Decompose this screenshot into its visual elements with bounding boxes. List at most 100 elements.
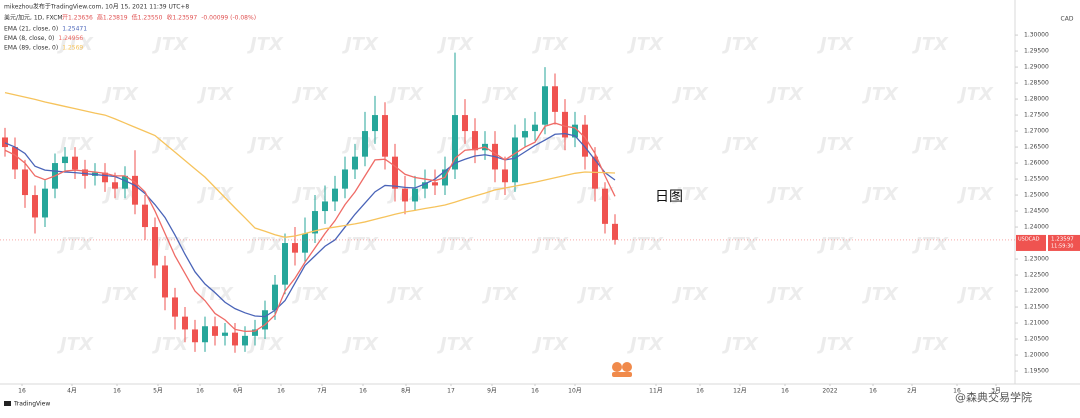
- watermark: JTX: [482, 284, 519, 305]
- watermark: JTX: [102, 84, 139, 105]
- watermark: JTX: [627, 134, 664, 155]
- candle-body: [172, 297, 178, 317]
- watermark: JTX: [342, 34, 379, 55]
- candle-body: [382, 115, 388, 157]
- last-price-tag: [1048, 234, 1080, 251]
- y-tick-label: 1.25500: [1024, 176, 1049, 183]
- candle-body: [22, 169, 28, 196]
- candle-body: [602, 188, 608, 224]
- y-tick-label: 1.30000: [1024, 32, 1049, 39]
- x-tick-label: 16: [869, 388, 877, 395]
- watermark: JTX: [722, 34, 759, 55]
- watermark: JTX: [482, 84, 519, 105]
- x-tick-label: 16: [359, 388, 367, 395]
- candle-body: [132, 175, 138, 205]
- candle-body: [352, 156, 358, 170]
- symbol: 美元/加元, 1D, FXCM: [4, 14, 63, 22]
- annotation: 日图: [655, 189, 683, 205]
- x-tick-label: 16: [18, 388, 26, 395]
- candle-body: [462, 115, 468, 132]
- watermark: JTX: [152, 34, 189, 55]
- watermark: JTX: [102, 184, 139, 205]
- candle-body: [152, 227, 158, 266]
- candle-body: [392, 156, 398, 189]
- footer-left: TradingView: [13, 401, 50, 408]
- candle-body: [182, 316, 188, 330]
- x-tick-label: 2022: [822, 388, 837, 395]
- watermark: JTX: [912, 134, 949, 155]
- watermarks: JTX JTX JTX JTX JTX JTX JTX JTX JTX JTX JTX JTX JTX J…: [57, 34, 994, 355]
- watermark: JTX: [292, 284, 329, 305]
- candle-body: [162, 265, 168, 298]
- watermark: JTX: [532, 134, 569, 155]
- candle-body: [102, 172, 108, 183]
- candle-body: [542, 86, 548, 125]
- watermark: JTX: [197, 184, 234, 205]
- watermark: JTX: [57, 134, 94, 155]
- last-price: 1.23597: [1051, 236, 1074, 242]
- y-tick-label: 1.28000: [1024, 96, 1049, 103]
- candle-body: [222, 332, 228, 336]
- last-price-tag: [1016, 234, 1046, 251]
- watermark: JTX: [387, 84, 424, 105]
- y-tick-label: 1.20500: [1024, 336, 1049, 343]
- candle-body: [412, 188, 418, 202]
- last-price-name: USDCAD: [1018, 236, 1040, 242]
- watermark: JTX: [912, 34, 949, 55]
- ohlc-value: 开1.23636: [62, 15, 93, 22]
- x-tick-label: 16: [953, 388, 961, 395]
- candle-body: [562, 111, 568, 138]
- legend-value: 1.25471: [62, 26, 87, 33]
- candle-body: [282, 243, 288, 285]
- watermark: JTX: [437, 34, 474, 55]
- watermark: JTX: [292, 184, 329, 205]
- watermark: JTX: [152, 334, 189, 355]
- watermark: JTX: [862, 284, 899, 305]
- watermark: JTX: [102, 284, 139, 305]
- plot-area: 1.19500 1.20000 1.20500 1.21000 1.21500 1.220…: [0, 32, 1080, 395]
- candle-body: [2, 137, 8, 148]
- watermark: JTX: [342, 334, 379, 355]
- candle-body: [322, 201, 328, 212]
- watermark: JTX: [342, 234, 379, 255]
- candle-body: [342, 169, 348, 189]
- ema-line: [4, 122, 616, 333]
- x-tick-label: 16: [196, 388, 204, 395]
- candle-body: [502, 169, 508, 183]
- y-tick-label: 1.24500: [1024, 208, 1049, 215]
- candle-body: [372, 115, 378, 132]
- candle-body: [42, 188, 48, 218]
- watermark: JTX: [817, 34, 854, 55]
- ohlc-value: 高1.23819: [97, 14, 128, 22]
- watermark: JTX: [532, 334, 569, 355]
- x-tick-label: 10月: [568, 388, 582, 395]
- candle-body: [62, 156, 68, 164]
- candle-body: [522, 131, 528, 138]
- y-tick-label: 1.24000: [1024, 224, 1049, 231]
- candle-body: [142, 204, 148, 228]
- watermark: JTX: [672, 184, 709, 205]
- watermark: JTX: [767, 84, 804, 105]
- y-tick-label: 1.25000: [1024, 192, 1049, 199]
- ohlc-value: 收1.23597: [166, 14, 197, 22]
- x-tick-label: 2月: [907, 388, 917, 395]
- candle-body: [582, 124, 588, 157]
- legend-value: 1.2569: [62, 45, 83, 52]
- ema-line: [4, 92, 616, 238]
- watermark: JTX: [722, 134, 759, 155]
- legend: EMA (21, close, 0) 1.25471 EMA (8, close, …: [4, 26, 87, 52]
- x-tick-label: 8月: [401, 388, 411, 395]
- watermark: JTX: [292, 84, 329, 105]
- candle-body: [612, 223, 618, 240]
- watermark: JTX: [957, 184, 994, 205]
- y-tick-label: 1.29000: [1024, 64, 1049, 71]
- y-tick-label: 1.21000: [1024, 320, 1049, 327]
- legend-name: EMA (89, close, 0): [4, 45, 58, 52]
- x-tick-label: 12月: [733, 388, 747, 395]
- x-tick-label: 3月: [991, 388, 1001, 395]
- watermark: JTX: [437, 334, 474, 355]
- x-tick-label: 16: [113, 388, 121, 395]
- watermark: JTX: [627, 334, 664, 355]
- watermark: JTX: [862, 184, 899, 205]
